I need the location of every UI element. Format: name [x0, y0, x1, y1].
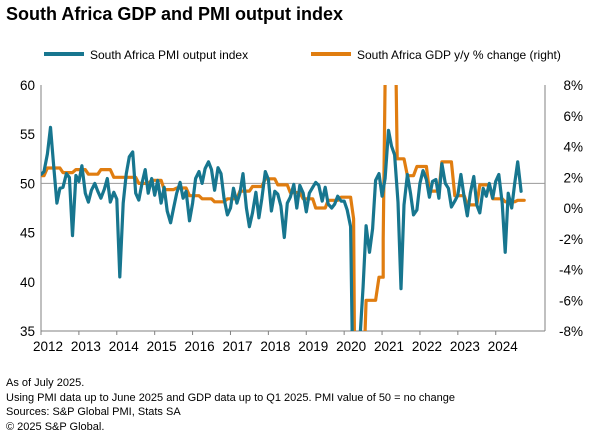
left-y-tick-label: 40 [20, 275, 35, 290]
right-y-tick-label: -4% [559, 263, 583, 278]
left-axis-ticks: 60 55 50 45 40 35 [20, 78, 35, 339]
x-tick-label: 2014 [109, 339, 140, 354]
x-tick-label: 2013 [71, 339, 101, 354]
legend: South Africa PMI output index South Afri… [44, 48, 561, 62]
footnotes: As of July 2025. Using PMI data up to Ju… [6, 376, 455, 434]
x-axis-ticks: 2012 2013 2014 2015 2016 2017 2018 2019 2020 2021… [33, 331, 518, 354]
x-tick-label: 2020 [336, 339, 366, 354]
right-y-tick-label: 0% [563, 201, 583, 216]
x-tick-label: 2015 [147, 339, 177, 354]
right-y-tick-label: 6% [563, 109, 583, 124]
x-tick-label: 2023 [450, 339, 480, 354]
footnote-data-scope: Using PMI data up to June 2025 and GDP d… [6, 391, 455, 404]
right-y-tick-label: -2% [559, 232, 583, 247]
x-tick-label: 2012 [33, 339, 63, 354]
left-y-tick-label: 50 [20, 176, 35, 191]
right-y-tick-label: 8% [563, 78, 583, 93]
x-tick-label: 2017 [222, 339, 252, 354]
x-tick-label: 2021 [374, 339, 404, 354]
series-line-pmi [41, 125, 523, 331]
footnote-copyright: © 2025 S&P Global. [6, 420, 105, 433]
x-tick-label: 2024 [488, 339, 519, 354]
footnote-sources: Sources: S&P Global PMI, Stats SA [6, 406, 181, 418]
chart-title: South Africa GDP and PMI output index [6, 4, 344, 24]
right-y-tick-label: 2% [563, 170, 583, 185]
left-y-tick-label: 55 [20, 127, 35, 142]
right-axis-ticks: 8% 6% 4% 2% 0% -2% -4% -6% -8% [559, 78, 583, 339]
x-tick-label: 2019 [298, 339, 328, 354]
x-tick-label: 2022 [412, 339, 442, 354]
legend-label-pmi: South Africa PMI output index [90, 48, 248, 62]
right-y-tick-label: 4% [563, 140, 583, 155]
x-tick-label: 2016 [185, 339, 215, 354]
footnote-date: As of July 2025. [6, 377, 85, 389]
right-y-tick-label: -8% [559, 324, 583, 339]
right-y-tick-label: -6% [559, 293, 583, 308]
series-lines [41, 85, 526, 331]
left-y-tick-label: 35 [20, 324, 35, 339]
legend-label-gdp: South Africa GDP y/y % change (right) [357, 48, 561, 62]
x-tick-label: 2018 [260, 339, 290, 354]
left-y-tick-label: 45 [20, 226, 35, 241]
left-y-tick-label: 60 [20, 78, 35, 93]
